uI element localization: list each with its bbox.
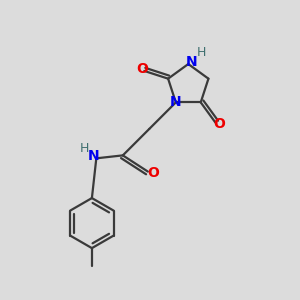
Text: N: N bbox=[186, 55, 198, 69]
Text: O: O bbox=[213, 117, 225, 131]
Text: N: N bbox=[170, 95, 182, 110]
Text: H: H bbox=[79, 142, 88, 154]
Text: N: N bbox=[88, 149, 100, 163]
Text: O: O bbox=[136, 61, 148, 76]
Text: O: O bbox=[147, 166, 159, 180]
Text: H: H bbox=[197, 46, 206, 59]
